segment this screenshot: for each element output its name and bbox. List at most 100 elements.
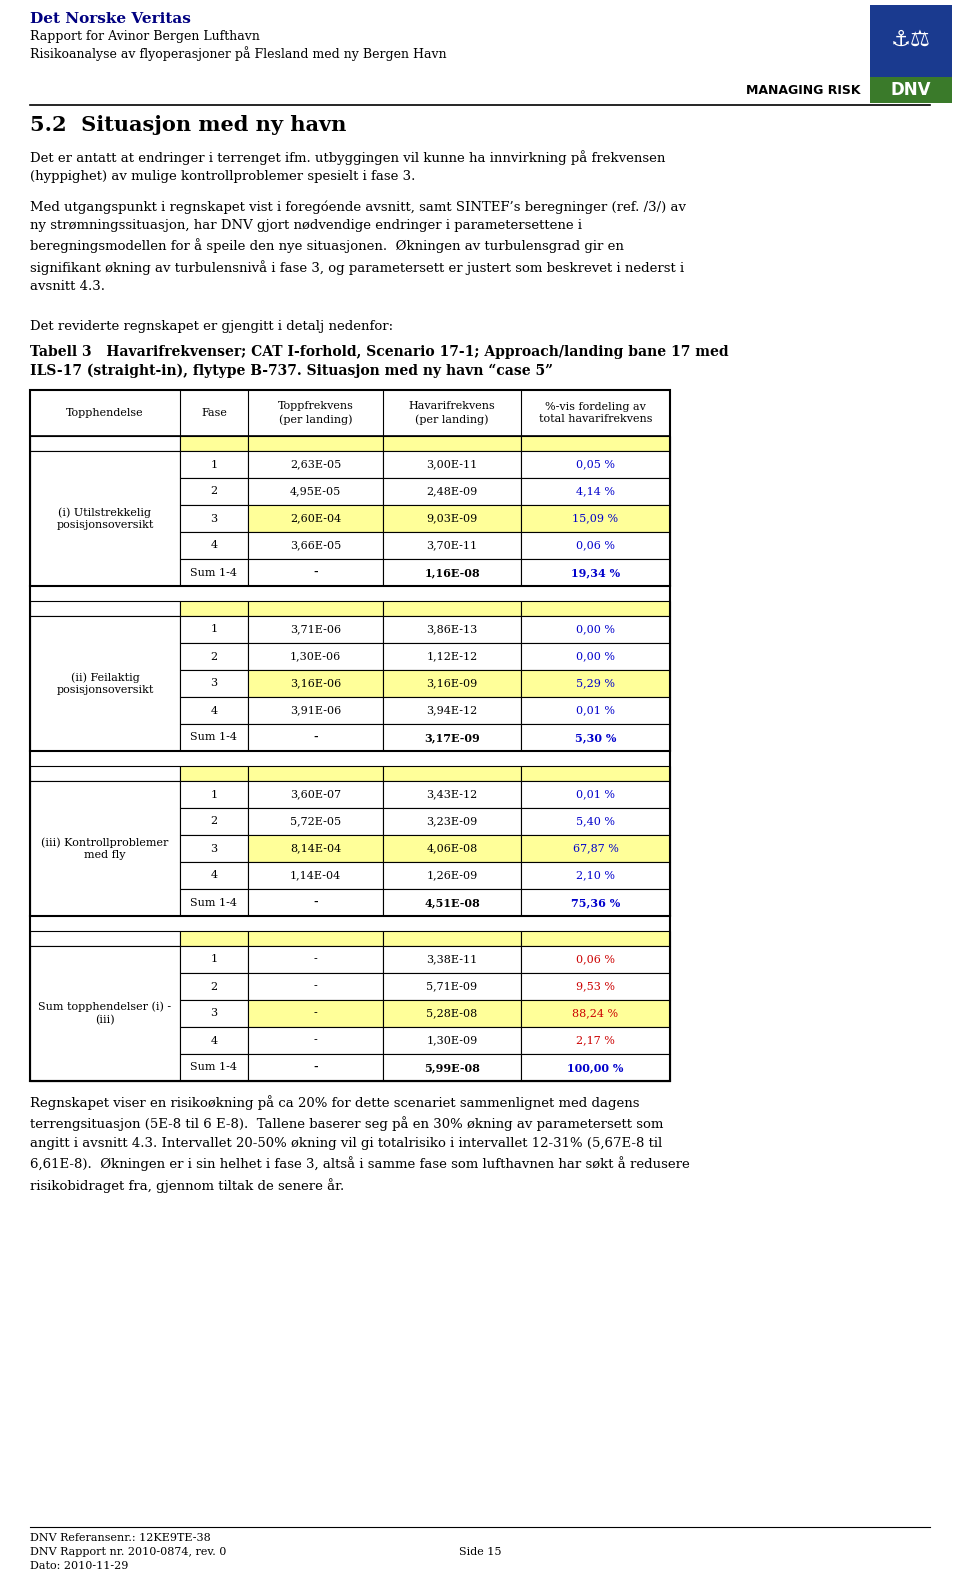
Text: 1: 1 [210,459,218,470]
Text: 1: 1 [210,790,218,800]
Bar [30,601,180,617]
Text: DNV Referansenr.: 12KE9TE-38: DNV Referansenr.: 12KE9TE-38 [30,1533,211,1542]
Bar [248,697,383,724]
Bar [30,390,670,435]
Text: 2: 2 [210,651,218,661]
Text: Det Norske Veritas: Det Norske Veritas [30,13,191,25]
Text: (i) Utilstrekkelig
posisjonsoversikt: (i) Utilstrekkelig posisjonsoversikt [57,508,154,530]
Text: 4,95E-05: 4,95E-05 [290,486,341,497]
Bar [383,531,521,558]
Text: 3,86E-13: 3,86E-13 [426,624,478,634]
Bar [180,697,248,724]
Bar [521,1000,670,1027]
Bar [30,916,670,930]
Bar [521,834,670,863]
Bar [383,451,521,478]
Bar [248,1027,383,1053]
Text: Topphendelse: Topphendelse [66,408,144,418]
Bar [383,435,521,451]
Bar [180,505,248,531]
Text: -: - [314,1036,318,1046]
Bar [521,643,670,670]
Text: 1: 1 [210,954,218,965]
Bar [248,834,383,863]
Text: 0,06 %: 0,06 % [576,954,615,965]
Text: 1: 1 [210,624,218,634]
Text: Havarifrekvens
(per landing): Havarifrekvens (per landing) [409,402,495,424]
Bar [521,505,670,531]
Bar [248,889,383,916]
Bar [248,505,383,531]
Text: 2: 2 [210,817,218,826]
Text: 4,14 %: 4,14 % [576,486,615,497]
Bar [30,617,180,751]
Bar [180,930,248,946]
Text: 3,91E-06: 3,91E-06 [290,705,341,716]
Text: 15,09 %: 15,09 % [572,514,618,524]
Bar [248,558,383,587]
Text: Toppfrekvens
(per landing): Toppfrekvens (per landing) [277,402,353,424]
Bar [180,807,248,834]
Bar [383,834,521,863]
Text: Sum 1-4: Sum 1-4 [190,568,237,577]
Bar [383,478,521,505]
Text: 8,14E-04: 8,14E-04 [290,844,341,853]
Text: DNV Rapport nr. 2010-0874, rev. 0: DNV Rapport nr. 2010-0874, rev. 0 [30,1547,227,1556]
Bar [383,601,521,617]
Text: 2: 2 [210,486,218,497]
Bar [521,1027,670,1053]
Bar [383,505,521,531]
Bar [180,1053,248,1080]
Bar [383,643,521,670]
Text: 0,00 %: 0,00 % [576,651,615,661]
Text: 4,06E-08: 4,06E-08 [426,844,478,853]
Bar [521,451,670,478]
Bar [248,946,383,973]
Text: -: - [313,1061,318,1072]
Bar [180,643,248,670]
Text: 1,26E-09: 1,26E-09 [426,871,478,880]
Bar [180,617,248,643]
Text: 19,34 %: 19,34 % [571,568,620,579]
Bar [521,601,670,617]
Text: ⚓⚖: ⚓⚖ [891,30,931,49]
Text: 1,16E-08: 1,16E-08 [424,568,480,579]
Bar [180,558,248,587]
Bar [248,601,383,617]
Text: Risikoanalyse av flyoperasjoner på Flesland med ny Bergen Havn: Risikoanalyse av flyoperasjoner på Flesl… [30,46,446,62]
Text: 2,48E-09: 2,48E-09 [426,486,478,497]
Bar [521,670,670,697]
Bar [383,973,521,1000]
Bar [248,863,383,889]
Bar [30,766,180,781]
Bar [248,670,383,697]
Bar [248,478,383,505]
Text: 3,17E-09: 3,17E-09 [424,732,480,743]
Text: -: - [314,954,318,965]
Text: 2: 2 [210,981,218,992]
Text: 5,30 %: 5,30 % [575,732,616,743]
Bar [30,390,670,1080]
Bar [521,766,670,781]
Bar [383,617,521,643]
Text: 5,71E-09: 5,71E-09 [426,981,477,992]
Text: 5,28E-08: 5,28E-08 [426,1009,478,1019]
Bar [248,781,383,807]
Bar [180,724,248,751]
Text: Med utgangspunkt i regnskapet vist i foregóende avsnitt, samt SINTEF’s beregnin: Med utgangspunkt i regnskapet vist i for… [30,200,686,293]
Text: 2,10 %: 2,10 % [576,871,615,880]
Bar [383,889,521,916]
Text: 3,38E-11: 3,38E-11 [426,954,478,965]
Text: Regnskapet viser en risikoøkning på ca 20% for dette scenariet sammenlignet med : Regnskapet viser en risikoøkning på ca 2… [30,1094,689,1192]
Bar [248,643,383,670]
Bar [383,781,521,807]
Bar [521,617,670,643]
Bar [30,946,180,1080]
Bar [180,781,248,807]
Text: 5,72E-05: 5,72E-05 [290,817,341,826]
Bar [870,77,952,103]
Bar [248,930,383,946]
Bar [248,724,383,751]
Text: 3,60E-07: 3,60E-07 [290,790,341,800]
Bar [180,531,248,558]
